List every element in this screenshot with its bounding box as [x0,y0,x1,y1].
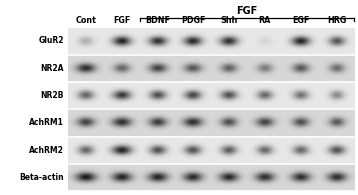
Text: AchRM1: AchRM1 [29,118,64,127]
Text: AchRM2: AchRM2 [29,146,64,155]
Text: NR2B: NR2B [40,91,64,100]
Text: Shh: Shh [221,16,238,25]
Text: BDNF: BDNF [145,16,170,25]
Text: RA: RA [259,16,271,25]
Bar [68,164,354,191]
Text: FGF: FGF [113,16,130,25]
Bar [68,27,354,55]
Text: HRG: HRG [327,16,346,25]
Text: GluR2: GluR2 [38,36,64,45]
Text: PDGF: PDGF [181,16,205,25]
Text: Cont: Cont [76,16,96,25]
Bar [68,55,354,82]
Text: NR2A: NR2A [40,64,64,73]
Text: FGF: FGF [236,6,258,16]
Text: Beta-actin: Beta-actin [19,173,64,182]
Bar [68,136,354,164]
Bar [68,109,354,136]
Text: EGF: EGF [292,16,309,25]
Bar [68,82,354,109]
